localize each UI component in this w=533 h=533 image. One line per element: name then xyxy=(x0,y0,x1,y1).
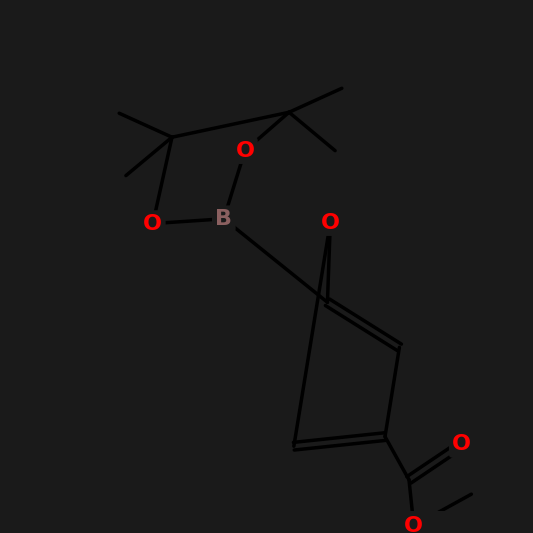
Text: O: O xyxy=(236,141,254,160)
Text: O: O xyxy=(321,213,340,232)
Text: O: O xyxy=(143,214,162,233)
Text: O: O xyxy=(405,516,423,533)
Text: B: B xyxy=(215,209,232,229)
Text: O: O xyxy=(453,434,471,454)
